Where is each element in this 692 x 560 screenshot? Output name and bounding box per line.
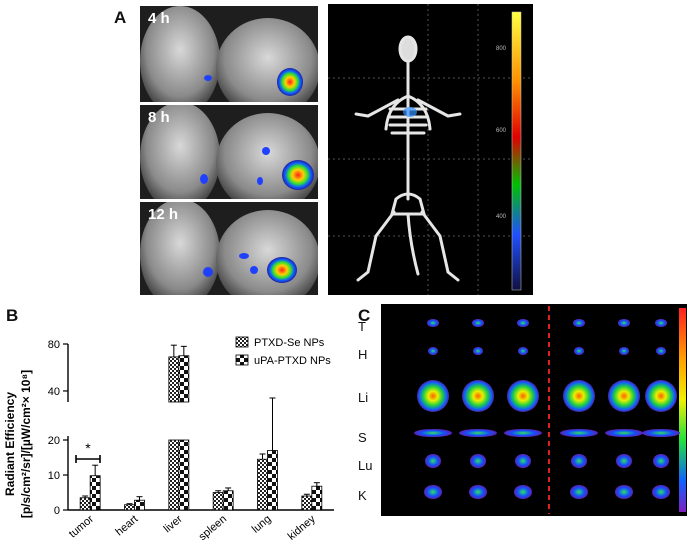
- colorbar-tick-800: 800: [496, 46, 507, 52]
- mouse-image-12h: 12 h: [139, 201, 319, 296]
- bar-liver-1: [178, 355, 190, 403]
- organ-blob: [424, 485, 442, 499]
- bar-heart-0: [124, 504, 135, 511]
- x-tick-heart: heart: [114, 513, 141, 538]
- y-axis-label-line2: [p/s/cm²/sr]/[µW/cm²× 10⁸]: [19, 370, 33, 518]
- organ-image: [381, 304, 687, 516]
- organ-blob: [652, 485, 670, 499]
- bar-spleen-0: [212, 492, 224, 511]
- organ-blob: [571, 454, 587, 468]
- y-tick-label: 20: [48, 435, 60, 447]
- organ-svg: [414, 306, 686, 514]
- organ-blob: [619, 347, 629, 355]
- organ-blob: [515, 454, 531, 468]
- organ-blob: [427, 319, 439, 327]
- significance-star: *: [85, 440, 91, 456]
- organ-label-s: S: [358, 430, 367, 445]
- x-tick-lung: lung: [250, 513, 274, 536]
- organ-blob: [518, 347, 528, 355]
- organ-blob: [616, 454, 632, 468]
- bar-tumor-0: [79, 497, 91, 511]
- organ-blob: [605, 429, 643, 437]
- bar-kidney-0: [301, 495, 313, 511]
- organ-blob: [472, 319, 484, 327]
- x-tick-labels: tumor heart liver spleen lung kidney: [67, 513, 318, 543]
- organ-blob: [653, 454, 669, 468]
- organ-blob: [656, 347, 666, 355]
- mouse-12h-svg: [140, 202, 318, 295]
- organ-blob: [514, 485, 532, 499]
- chart-legend: PTXD-Se NPs uPA-PTXD NPs: [235, 336, 331, 367]
- organ-blob: [563, 380, 595, 412]
- chart-bars: [79, 344, 323, 511]
- legend-swatch-0: [235, 336, 249, 348]
- organ-label-lu: Lu: [358, 458, 373, 473]
- colorbar-tick-400: 400: [496, 214, 507, 220]
- significance-marker: *: [75, 440, 101, 463]
- bar-lung-0: [257, 458, 268, 511]
- organ-blob: [470, 454, 486, 468]
- organ-blob: [645, 380, 677, 412]
- organ-blob: [459, 429, 497, 437]
- skeleton-svg: 800 600 400: [328, 4, 533, 295]
- panel-a-label: A: [114, 8, 127, 27]
- bar-kidney-1: [311, 485, 323, 511]
- organ-blob: [517, 319, 529, 327]
- bar-lung-1: [267, 450, 278, 511]
- y-axis-label-line1: Radiant Efficiency: [3, 392, 17, 496]
- time-label-8h: 8 h: [148, 109, 170, 126]
- organ-blob: [574, 347, 584, 355]
- organ-blob: [570, 485, 588, 499]
- bar-tumor-1: [89, 475, 101, 511]
- organ-label-k: K: [358, 488, 367, 503]
- y-tick-label: 0: [54, 505, 60, 517]
- x-tick-liver: liver: [162, 513, 185, 535]
- panel-c-label: C: [358, 306, 371, 325]
- y-tick-label: 40: [48, 386, 60, 398]
- bar-chart: Radiant Efficiency [p/s/cm²/sr]/[µW/cm²×…: [3, 336, 334, 543]
- organ-label-li: Li: [358, 390, 369, 405]
- mouse-4h-svg: [140, 6, 318, 102]
- chart-axes: 0 10 20 40 80: [48, 339, 334, 517]
- organ-blob: [473, 347, 483, 355]
- organ-blob: [428, 347, 438, 355]
- organ-blob: [618, 319, 630, 327]
- y-tick-label: 10: [48, 470, 60, 482]
- y-tick-label: 80: [48, 339, 60, 351]
- organ-blob: [462, 380, 494, 412]
- time-label-12h: 12 h: [148, 206, 179, 223]
- skeleton-ct-image: 800 600 400: [328, 4, 533, 295]
- organ-label-h: H: [358, 347, 368, 362]
- x-tick-kidney: kidney: [286, 513, 318, 543]
- bar-liver-0-lower: [168, 439, 180, 511]
- mouse-image-4h: 4 h: [139, 5, 319, 103]
- x-tick-tumor: tumor: [67, 513, 97, 540]
- organ-blob: [507, 380, 539, 412]
- time-label-4h: 4 h: [148, 10, 170, 27]
- legend-label-1: uPA-PTXD NPs: [254, 355, 331, 367]
- bar-spleen-1: [222, 490, 234, 511]
- bar-heart-1: [134, 499, 145, 511]
- organ-blob: [608, 380, 640, 412]
- organ-blob: [560, 429, 598, 437]
- colorbar-tick-600: 600: [496, 128, 507, 134]
- organ-blob: [655, 319, 667, 327]
- mouse-image-8h: 8 h: [139, 104, 319, 200]
- legend-label-0: PTXD-Se NPs: [254, 337, 325, 349]
- organ-blob: [414, 429, 452, 437]
- bar-liver-1-lower: [178, 439, 190, 511]
- organ-blob: [417, 380, 449, 412]
- organ-blob: [573, 319, 585, 327]
- organ-blob: [615, 485, 633, 499]
- organ-blob: [469, 485, 487, 499]
- organ-blob: [425, 454, 441, 468]
- legend-swatch-1: [235, 354, 249, 366]
- panel-b-label: B: [6, 306, 19, 325]
- organ-blob: [642, 429, 680, 437]
- mouse-8h-svg: [140, 105, 318, 199]
- x-tick-spleen: spleen: [197, 513, 230, 543]
- organ-label-t: T: [358, 319, 366, 334]
- bar-liver-0: [168, 356, 180, 403]
- organ-blob: [504, 429, 542, 437]
